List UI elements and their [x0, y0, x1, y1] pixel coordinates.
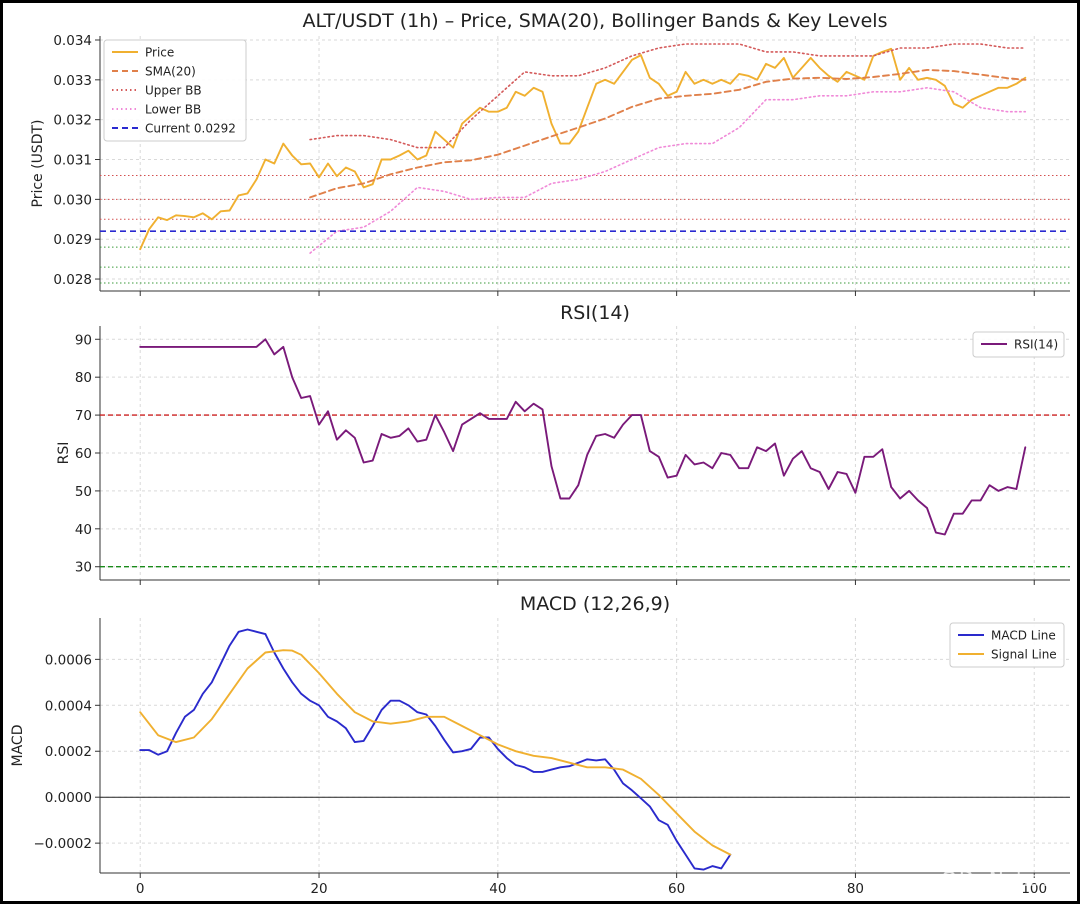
series-line-lower-bb	[309, 87, 1027, 254]
series-line-price	[139, 47, 1027, 251]
y-tick-label: 90	[75, 332, 92, 348]
y-axis-label: Price (USDT)	[30, 120, 46, 208]
legend-label: Signal Line	[991, 648, 1057, 662]
y-tick-label: 0.0000	[45, 790, 92, 806]
y-tick-label: 0.029	[53, 232, 92, 248]
x-tick-label: 100	[1021, 881, 1047, 897]
y-tick-label: 50	[75, 484, 92, 500]
series-line-signal-line	[139, 649, 732, 856]
legend: MACD Line Signal Line	[949, 622, 1065, 668]
legend-label: Price	[145, 46, 174, 60]
legend-box	[972, 331, 1065, 358]
legend-label: Upper BB	[145, 84, 202, 98]
y-tick-label: 0.034	[53, 33, 92, 49]
y-axis-label: RSI	[56, 442, 72, 465]
y-tick-label: 0.032	[53, 113, 92, 129]
x-tick-label: 40	[489, 881, 506, 897]
y-tick-label: 0.0004	[45, 698, 92, 714]
y-tick-label: 0.0006	[45, 652, 92, 668]
y-tick-label: 0.031	[53, 153, 92, 169]
legend-label: RSI(14)	[1014, 338, 1058, 352]
legend-box	[949, 622, 1065, 668]
x-tick-label: 80	[847, 881, 864, 897]
legend: Price SMA(20) Upper BB Lower BB Current 0.02…	[103, 39, 247, 142]
legend: RSI(14)	[972, 331, 1065, 358]
y-tick-label: 0.030	[53, 192, 92, 208]
y-tick-label: 70	[75, 408, 92, 424]
y-tick-label: 0.028	[53, 272, 92, 288]
series-line-rsi-14	[139, 338, 1027, 536]
y-tick-label: 80	[75, 370, 92, 386]
x-tick-label: 0	[136, 881, 145, 897]
panel-2: RSI(14) 30 40 50 60 70 80 90 RSI RSI(14)	[56, 302, 1070, 585]
watermark-text: @Dr Nohawn	[939, 867, 1070, 891]
y-tick-label: 0.0002	[45, 744, 92, 760]
panel-1: ALT/USDT (1h) – Price, SMA(20), Bollinge…	[30, 10, 1070, 296]
legend-label: SMA(20)	[145, 65, 196, 79]
panel-3: MACD (12,26,9) 0 20 40 60 80 100 −0.0002 0.0000 0…	[10, 593, 1070, 897]
series-line-sma-20	[309, 68, 1027, 199]
legend-box	[103, 39, 247, 142]
y-tick-label: 0.033	[53, 73, 92, 89]
series-line-macd-line	[139, 628, 732, 871]
legend-label: MACD Line	[991, 629, 1056, 643]
y-tick-label: 40	[75, 522, 92, 538]
y-tick-label: −0.0002	[33, 836, 92, 852]
panel-title: MACD (12,26,9)	[520, 593, 670, 615]
x-tick-label: 20	[310, 881, 327, 897]
y-axis-label: MACD	[10, 725, 26, 767]
legend-label: Lower BB	[145, 103, 201, 117]
chart-panels: ALT/USDT (1h) – Price, SMA(20), Bollinge…	[10, 10, 1070, 897]
x-tick-label: 60	[668, 881, 685, 897]
y-tick-label: 60	[75, 446, 92, 462]
y-tick-label: 30	[75, 560, 92, 576]
panel-title: RSI(14)	[560, 302, 630, 324]
panel-title: ALT/USDT (1h) – Price, SMA(20), Bollinge…	[303, 10, 888, 32]
legend-label: Current 0.0292	[145, 122, 236, 136]
series-line-upper-bb	[309, 43, 1027, 149]
